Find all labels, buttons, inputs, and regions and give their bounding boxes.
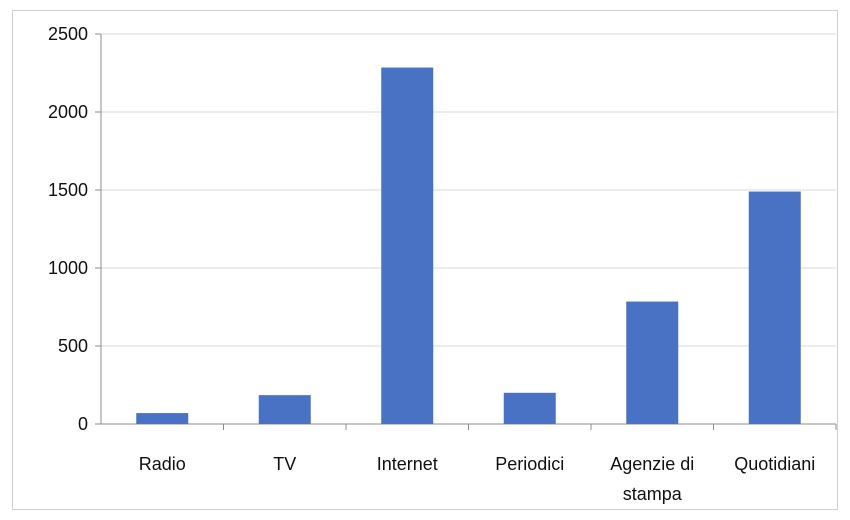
y-tick-label: 500 xyxy=(58,336,88,356)
bar xyxy=(136,413,189,424)
bar xyxy=(503,392,556,424)
y-tick-label: 2500 xyxy=(48,24,88,44)
x-tick-label: Agenzie di xyxy=(610,454,694,474)
y-tick-label: 1500 xyxy=(48,180,88,200)
x-tick-label: Quotidiani xyxy=(734,454,815,474)
bar xyxy=(748,191,801,424)
x-tick-label: TV xyxy=(273,454,296,474)
y-tick-label: 2000 xyxy=(48,102,88,122)
x-tick-label: Internet xyxy=(377,454,438,474)
x-tick-label: Periodici xyxy=(495,454,564,474)
bar xyxy=(258,395,311,424)
y-tick-label: 0 xyxy=(78,414,88,434)
x-tick-label: stampa xyxy=(623,484,683,504)
bar xyxy=(626,301,679,424)
bar xyxy=(381,67,434,424)
y-tick-label: 1000 xyxy=(48,258,88,278)
x-tick-label: Radio xyxy=(139,454,186,474)
